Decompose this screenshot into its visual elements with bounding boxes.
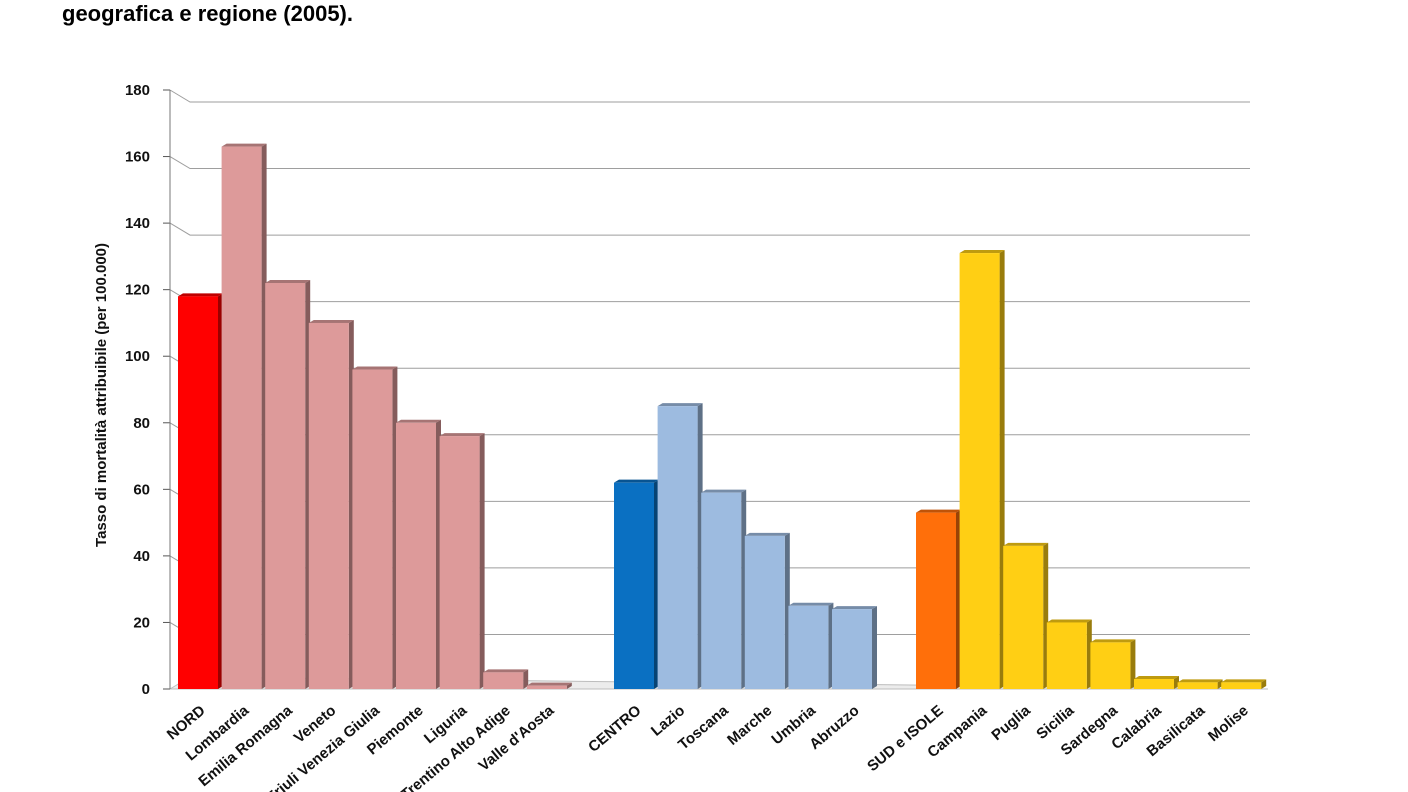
y-tick-label: 180	[125, 82, 150, 99]
y-axis: 0 20 40 60 80 100 120 140 160 180	[125, 82, 171, 698]
bar-top-marche	[744, 532, 790, 536]
bar-top-veneto	[308, 319, 354, 323]
bar-top-basilicata	[1177, 679, 1223, 683]
bar-top-molise	[1221, 679, 1267, 683]
bar-top-sardegna	[1090, 639, 1136, 643]
page-title: geografica e regione (2005).	[62, 1, 353, 26]
bar-trentino-alto-adige	[483, 672, 524, 689]
gridline	[169, 222, 1250, 236]
gridline	[169, 89, 1250, 103]
y-tick-label: 60	[133, 481, 150, 498]
bar-lombardia	[221, 146, 262, 690]
bar-side-abruzzo	[872, 606, 877, 689]
bar-nord	[178, 296, 218, 689]
bar-sud-e-isole	[916, 512, 956, 689]
category-label-toscana: Toscana	[675, 702, 732, 754]
bar-side-liguria	[479, 433, 485, 689]
bar-side-sardegna	[1130, 639, 1136, 689]
bars	[178, 143, 1267, 690]
bar-top-sicilia	[1046, 619, 1092, 623]
gridline	[169, 289, 1250, 303]
bar-liguria	[439, 436, 480, 689]
bar-umbria	[788, 605, 829, 689]
bar-top-calabria	[1134, 676, 1179, 680]
bar-toscana	[701, 492, 742, 689]
bar-abruzzo	[832, 609, 872, 689]
bar-friuli-venezia-giulia	[352, 369, 393, 689]
bar-lazio	[657, 406, 698, 689]
category-label-abruzzo: Abruzzo	[806, 702, 862, 753]
category-label-centro: CENTRO	[585, 702, 645, 756]
category-label-puglia: Puglia	[988, 702, 1034, 744]
bar-top-lombardia	[221, 143, 267, 147]
bar-top-lazio	[657, 403, 703, 407]
category-label-molise: Molise	[1205, 702, 1252, 745]
bar-top-sud-e-isole	[916, 509, 961, 513]
y-tick-label: 80	[133, 415, 150, 432]
bar-valle-d-aosta	[526, 685, 567, 689]
bar-sicilia	[1046, 622, 1087, 689]
bar-sardegna	[1090, 642, 1131, 689]
bar-molise	[1221, 682, 1262, 689]
bar-marche	[744, 535, 785, 689]
category-label-marche: Marche	[724, 702, 775, 749]
gridline	[169, 156, 1250, 170]
bar-side-molise	[1261, 679, 1267, 689]
bar-top-piemonte	[396, 419, 441, 423]
bar-side-valle-d-aosta	[566, 682, 572, 689]
bar-top-nord	[178, 293, 223, 297]
y-tick-label: 0	[142, 681, 150, 698]
category-label-valle-d-aosta: Valle d'Aosta	[475, 702, 557, 775]
bar-top-campania	[959, 250, 1005, 254]
y-tick-label: 100	[125, 348, 150, 365]
bar-calabria	[1134, 679, 1174, 689]
bar-top-puglia	[1003, 542, 1049, 546]
bar-campania	[959, 253, 1000, 690]
bar-basilicata	[1177, 682, 1218, 689]
y-tick-label: 140	[125, 215, 150, 232]
y-tick-label: 160	[125, 149, 150, 166]
bar-top-valle-d-aosta	[526, 682, 572, 686]
bar-puglia	[1003, 545, 1044, 689]
bar-top-friuli-venezia-giulia	[352, 366, 398, 370]
y-tick-label: 40	[133, 548, 150, 565]
y-tick-label: 120	[125, 282, 150, 299]
bar-top-emilia-romagna	[265, 280, 311, 284]
bar-top-centro	[614, 479, 659, 483]
y-axis-label: Tasso di mortalità attribuibile (per 100…	[93, 243, 110, 547]
bar-top-liguria	[439, 433, 485, 437]
bar-side-trentino-alto-adige	[523, 669, 529, 689]
bar-piemonte	[396, 422, 436, 689]
y-tick-label: 20	[133, 614, 150, 631]
bar-top-umbria	[788, 602, 834, 606]
bar-top-trentino-alto-adige	[483, 669, 529, 673]
bar-top-abruzzo	[832, 606, 877, 610]
bar-veneto	[308, 322, 349, 689]
bar-centro	[614, 482, 654, 689]
bar-emilia-romagna	[265, 283, 306, 689]
bar-top-toscana	[701, 489, 747, 493]
